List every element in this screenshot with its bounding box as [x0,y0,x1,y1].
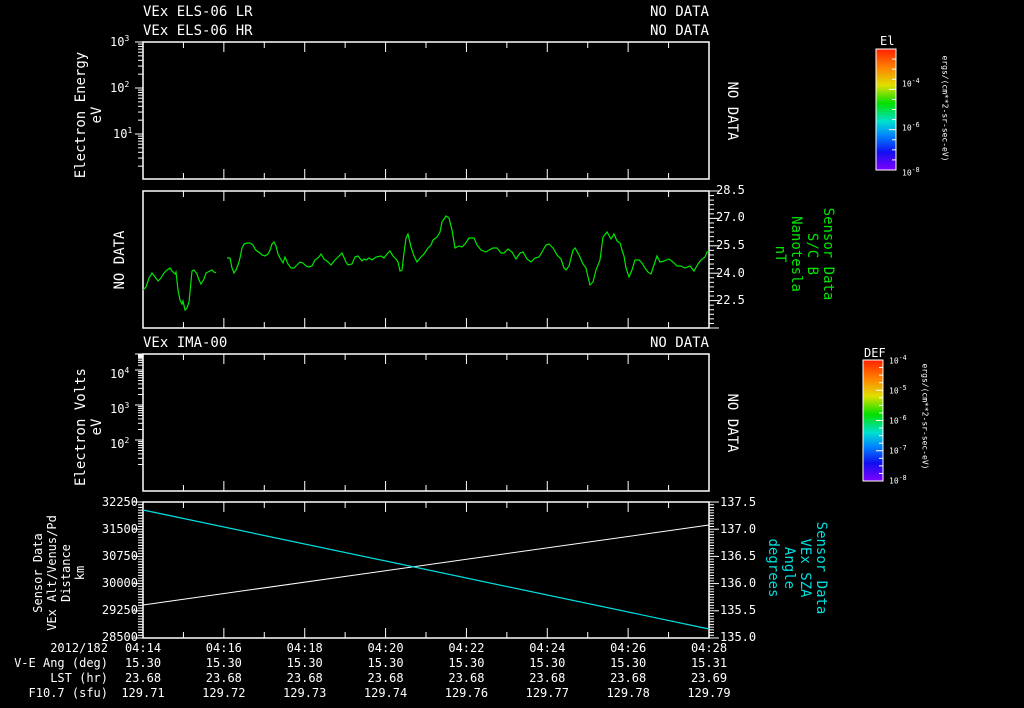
xaxis-ve-ang-label: 15.31 [690,656,728,670]
panel2-ytick-28.5: 28.5 [716,183,745,197]
panel3-ytick-10000: 104 [110,366,130,381]
xaxis-times-label: 04:16 [205,641,242,655]
panel1-right-status: NO DATA [724,81,740,141]
xaxis-ve-ang-label: 15.30 [205,656,242,670]
panel1-frame [142,41,710,180]
panel2-ytick-27.0: 27.0 [716,210,745,224]
panel3-ylabel: Electron Volts eV [73,368,105,487]
panel3-ytick-1000: 103 [110,401,130,416]
xaxis-ve-ang-label: 15.30 [448,656,485,670]
xaxis-row-label-ve-ang: V-E Ang (deg) [14,656,108,670]
xaxis-f107-label: 129.72 [202,686,246,700]
panel4-ytick-left-0: 32250 [101,495,138,509]
xaxis-ve-ang-label: 15.30 [286,656,323,670]
xaxis-f107-label: 129.71 [121,686,165,700]
xaxis-lst-label: 23.68 [529,671,566,685]
magnetic-field-trace [227,215,710,287]
panel4-ytick-right-4: 135.5 [720,603,757,617]
panel2-left-status: NO DATA [112,230,128,290]
panel4-ytick-left-5: 28500 [101,630,138,644]
panel4-ytick-right-3: 136.0 [720,576,757,590]
panel3-frame [142,353,710,492]
sza-line [142,509,710,630]
xaxis-lst-label: 23.68 [610,671,647,685]
panel1-ytick-1000: 103 [110,34,130,49]
xaxis-lst-label: 23.68 [448,671,485,685]
panel1-title-lr: VEx ELS-06 LR [143,4,253,20]
xaxis-f107-label: 129.78 [606,686,650,700]
panel4-ytick-left-3: 30000 [101,576,138,590]
xaxis-ve-ang-label: 15.30 [610,656,647,670]
panel1-ylabel: Electron Energy eV [73,51,105,179]
panel2-ylabel: Sensor Data S/C B Nanotesla nT [772,207,836,301]
panel2-ytick-25.5: 25.5 [716,238,745,252]
altitude-line [142,524,710,606]
el-colorbar-tick-2: 10-6 [902,121,920,133]
xaxis-lst-label: 23.68 [124,671,162,685]
xaxis-times-label: 04:20 [367,641,404,655]
xaxis-lst-label: 23.68 [205,671,242,685]
xaxis-times-label: 04:26 [610,641,647,655]
def-colorbar-units: ergs/(cm**2-sr-sec-eV) [920,363,930,470]
panel3-status: NO DATA [649,335,709,351]
panel1-title-hr: VEx ELS-06 HR [143,23,253,39]
panel4-ytick-left-2: 30750 [101,549,138,563]
xaxis-lst-label: 23.69 [690,671,728,685]
panel1-status-hr: NO DATA [649,23,709,39]
panel2-ytick-22.5: 22.5 [716,293,745,307]
xaxis-ve-ang-label: 15.30 [529,656,566,670]
xaxis-f107-label: 129.76 [444,686,489,700]
panel4-ytick-right-5: 135.0 [720,630,757,644]
magnetic-field-trace-segment [142,267,217,312]
panel1-status-lr: NO DATA [649,4,709,20]
panel4-ytick-right-1: 137.0 [720,522,757,536]
xaxis-lst-label: 23.68 [286,671,323,685]
xaxis-times-label: 04:14 [124,641,162,655]
panel4-ytick-left-1: 31500 [101,522,138,536]
el-colorbar-tick-3: 10-8 [902,166,920,178]
panel3-title: VEx IMA-00 [143,335,228,351]
panel4-ytick-left-4: 29250 [101,603,138,617]
xaxis-times-label: 04:18 [286,641,323,655]
xaxis-row-label-date: 2012/182 [50,641,108,655]
panel4-ytick-right-0: 137.5 [720,495,757,509]
el-colorbar-tick-1: 10-4 [902,77,920,89]
xaxis-f107-label: 129.77 [525,686,569,700]
def-colorbar-tick-3: 10-6 [889,414,907,426]
xaxis-ve-ang-label: 15.30 [124,656,162,670]
xaxis-f107-label: 129.74 [363,686,408,700]
xaxis-ve-ang-label: 15.30 [367,656,404,670]
def-colorbar-tick-5: 10-8 [889,474,907,486]
el-colorbar-units: ergs/(cm**2-sr-sec-eV) [940,55,950,162]
def-colorbar-label: DEF [864,346,886,360]
panel4-ytick-right-2: 136.5 [720,549,757,563]
xaxis-times-label: 04:24 [529,641,566,655]
def-colorbar-tick-4: 10-7 [889,444,907,456]
panel1-ytick-100: 102 [110,80,130,95]
xaxis-row-label-f107: F10.7 (sfu) [28,686,108,700]
panel4-ylabel-left: Sensor Data VEx Alt/Venus/Pd Distance km [31,515,87,631]
panel1-ytick-10: 101 [113,126,133,141]
panel4-ylabel-right: Sensor Data VEx SZA Angle degrees [765,521,829,615]
panel3-right-status: NO DATA [724,393,740,453]
xaxis-f107-label: 129.73 [283,686,327,700]
el-colorbar-label: El [880,34,895,48]
panel2-ytick-24.0: 24.0 [716,266,745,280]
xaxis-lst-label: 23.68 [367,671,404,685]
panel3-ytick-100: 102 [110,436,130,451]
xaxis-row-label-lst: LST (hr) [50,671,108,685]
def-colorbar-tick-2: 10-5 [889,384,907,396]
xaxis-times-label: 04:28 [690,641,728,655]
xaxis-f107-label: 129.79 [687,686,731,700]
xaxis-times-label: 04:22 [448,641,485,655]
def-colorbar-tick-1: 10-4 [889,354,907,366]
